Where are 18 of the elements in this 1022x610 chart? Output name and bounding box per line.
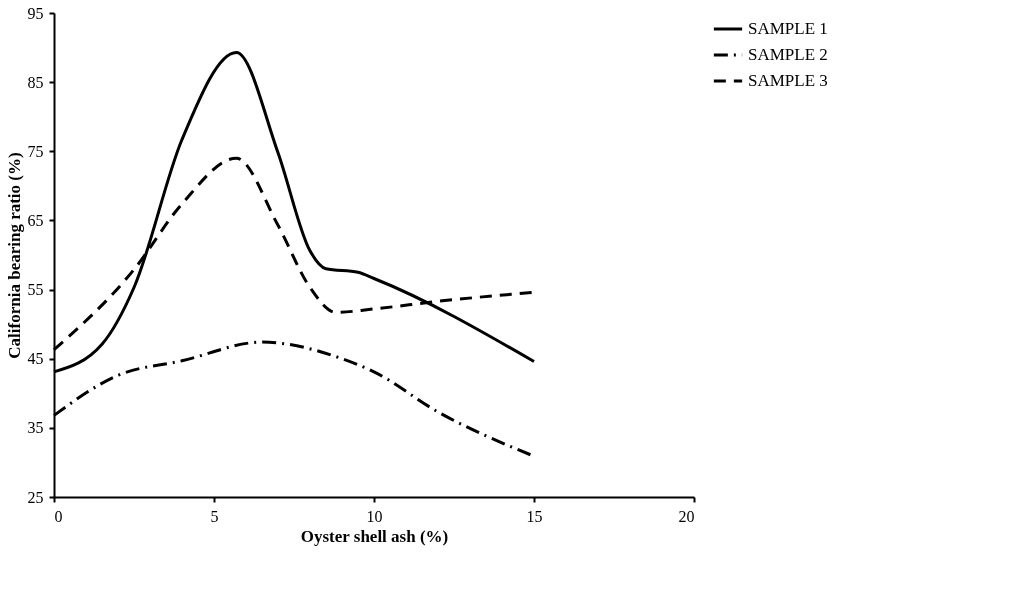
x-tick-label: 15 xyxy=(526,507,543,525)
y-tick-label: 65 xyxy=(27,211,44,229)
legend-label: SAMPLE 3 xyxy=(748,71,828,90)
y-tick-label: 55 xyxy=(27,281,44,299)
y-tick-label: 85 xyxy=(27,73,44,91)
y-tick-label: 25 xyxy=(27,488,44,506)
x-axis-title: Oyster shell ash (%) xyxy=(300,526,449,546)
y-axis-title: California bearing ratio (%) xyxy=(4,152,24,359)
legend-label: SAMPLE 1 xyxy=(748,19,828,38)
x-tick-label: 10 xyxy=(366,507,383,525)
y-tick-label: 75 xyxy=(27,142,44,160)
x-tick-label: 20 xyxy=(678,507,695,525)
y-tick-label: 35 xyxy=(27,419,44,437)
y-tick-label: 95 xyxy=(27,4,44,22)
legend-label: SAMPLE 2 xyxy=(748,45,828,64)
y-tick-label: 45 xyxy=(27,350,44,368)
x-tick-label: 5 xyxy=(210,507,219,525)
x-tick-label: 0 xyxy=(54,507,63,525)
